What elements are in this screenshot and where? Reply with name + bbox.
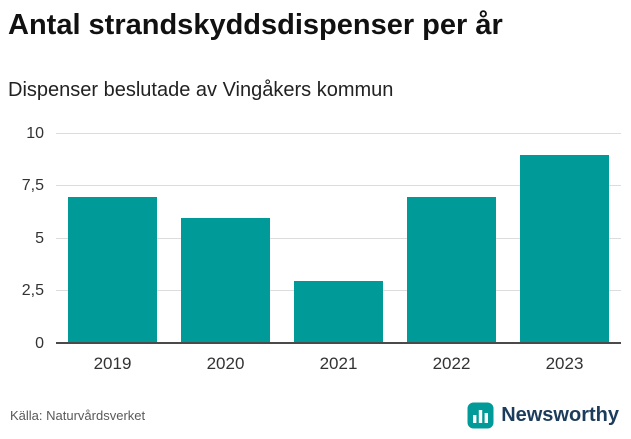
plot-area (56, 132, 621, 344)
chart-title: Antal strandskyddsdispenser per år (8, 9, 503, 41)
y-tick-label: 5 (35, 229, 44, 247)
x-axis-line (56, 341, 621, 344)
chart-subtitle: Dispenser beslutade av Vingåkers kommun (8, 78, 394, 101)
bar-2021 (294, 280, 383, 344)
bar-slot (169, 134, 282, 344)
bar-2020 (181, 217, 270, 344)
gridline (56, 185, 621, 187)
bar-slot (395, 134, 508, 344)
gridline (56, 132, 621, 134)
bars-row (56, 134, 621, 344)
x-axis-labels: 2019 2020 2021 2022 2023 (56, 354, 621, 374)
y-axis: 0 2,5 5 7,5 10 (8, 125, 56, 352)
x-tick-label: 2019 (93, 353, 132, 373)
x-tick-label: 2022 (432, 353, 471, 373)
bar-slot (56, 134, 169, 344)
bar-slot (508, 134, 621, 344)
newsworthy-logo-icon (467, 402, 494, 429)
x-tick-label: 2021 (319, 353, 358, 373)
bar-2022 (407, 196, 496, 344)
newsworthy-wordmark: Newsworthy (501, 404, 619, 426)
x-tick-label: 2020 (206, 353, 245, 373)
y-tick-label: 2,5 (21, 282, 44, 300)
footer: Källa: Naturvårdsverket Newsworthy (8, 402, 621, 431)
bar-2023 (520, 154, 609, 344)
y-tick-label: 10 (26, 124, 44, 142)
source-attribution: Källa: Naturvårdsverket (10, 408, 146, 423)
newsworthy-brand: Newsworthy (467, 402, 619, 429)
x-tick-label: 2023 (545, 353, 584, 373)
bar-2019 (68, 196, 157, 344)
bar-slot (282, 134, 395, 344)
y-tick-label: 0 (35, 334, 44, 352)
y-tick-label: 7,5 (21, 177, 44, 195)
chart-area: 0 2,5 5 7,5 10 (8, 125, 621, 352)
gridline (56, 237, 621, 239)
